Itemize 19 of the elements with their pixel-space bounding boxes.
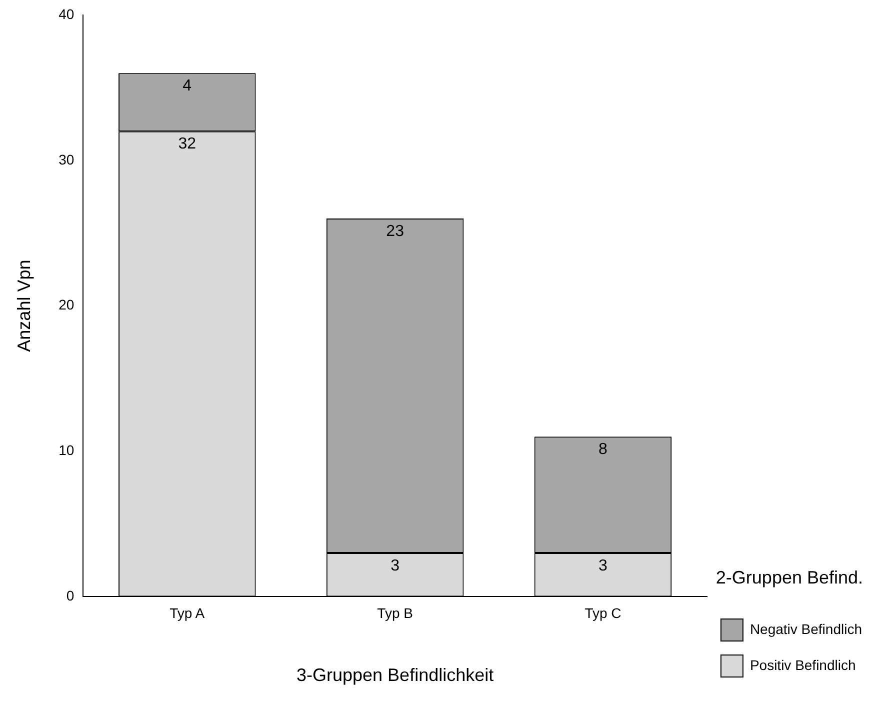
legend-title: 2-Gruppen Befind. <box>716 567 864 588</box>
x-tick-label: Typ B <box>377 604 413 621</box>
y-tick-label: 10 <box>58 442 74 458</box>
x-tick-label: Typ A <box>170 604 206 621</box>
y-axis-title: Anzahl Vpn <box>14 260 34 352</box>
x-tick-label: Typ C <box>584 604 622 621</box>
data-label: 4 <box>182 78 192 95</box>
data-label: 3 <box>598 557 608 574</box>
y-tick-label: 30 <box>58 151 74 168</box>
y-tick-label: 0 <box>66 587 74 604</box>
data-label: 32 <box>178 136 196 153</box>
legend-label: Negativ Befindlich <box>750 620 862 637</box>
x-axis-title: 3-Gruppen Befindlichkeit <box>296 665 494 686</box>
legend-label: Positiv Befindlich <box>750 656 856 673</box>
y-tick-label: 40 <box>58 6 74 22</box>
data-label: 3 <box>390 557 400 574</box>
data-label: 23 <box>386 222 404 240</box>
y-tick-label: 20 <box>58 296 74 313</box>
data-label: 8 <box>598 441 608 458</box>
